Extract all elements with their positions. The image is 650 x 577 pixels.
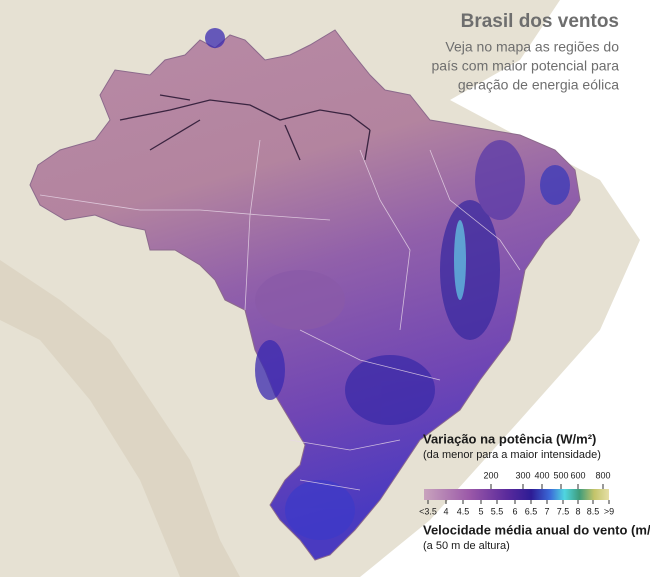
speed-label: 4	[443, 506, 448, 516]
speed-label: 4.5	[457, 506, 470, 516]
legend-power-title: Variação na potência (W/m²)	[423, 431, 596, 446]
power-label: 500	[553, 470, 568, 480]
legend-speed-subtitle: (a 50 m de altura)	[423, 540, 510, 552]
subtitle-line: geração de energia eólica	[458, 77, 619, 93]
speed-label: 7	[544, 506, 549, 516]
title: Brasil dos ventos	[461, 11, 619, 32]
wind-patches	[205, 28, 570, 540]
speed-label: 5.5	[491, 506, 504, 516]
speed-label: <3.5	[419, 506, 437, 516]
legend-power-subtitle: (da menor para a maior intensidade)	[423, 449, 601, 461]
speed-label: 5	[478, 506, 483, 516]
speed-label: 8	[575, 506, 580, 516]
rivers	[119, 94, 371, 161]
speed-label: 6	[512, 506, 517, 516]
power-label: 300	[515, 470, 530, 480]
power-label: 200	[483, 470, 498, 480]
legend-speed-title: Velocidade média anual do vento (m/s)	[423, 522, 650, 537]
power-label: 800	[595, 470, 610, 480]
andes-relief	[0, 260, 240, 577]
speed-label: 6.5	[525, 506, 538, 516]
power-label: 600	[570, 470, 585, 480]
speed-label: >9	[604, 506, 614, 516]
speed-label: 8.5	[587, 506, 600, 516]
state-borders	[39, 139, 521, 491]
power-label: 400	[534, 470, 549, 480]
color-scale	[424, 489, 609, 500]
subtitle-line: Veja no mapa as regiões do	[445, 39, 619, 55]
speed-label: 7.5	[557, 506, 570, 516]
subtitle-line: país com maior potencial para	[431, 58, 619, 74]
